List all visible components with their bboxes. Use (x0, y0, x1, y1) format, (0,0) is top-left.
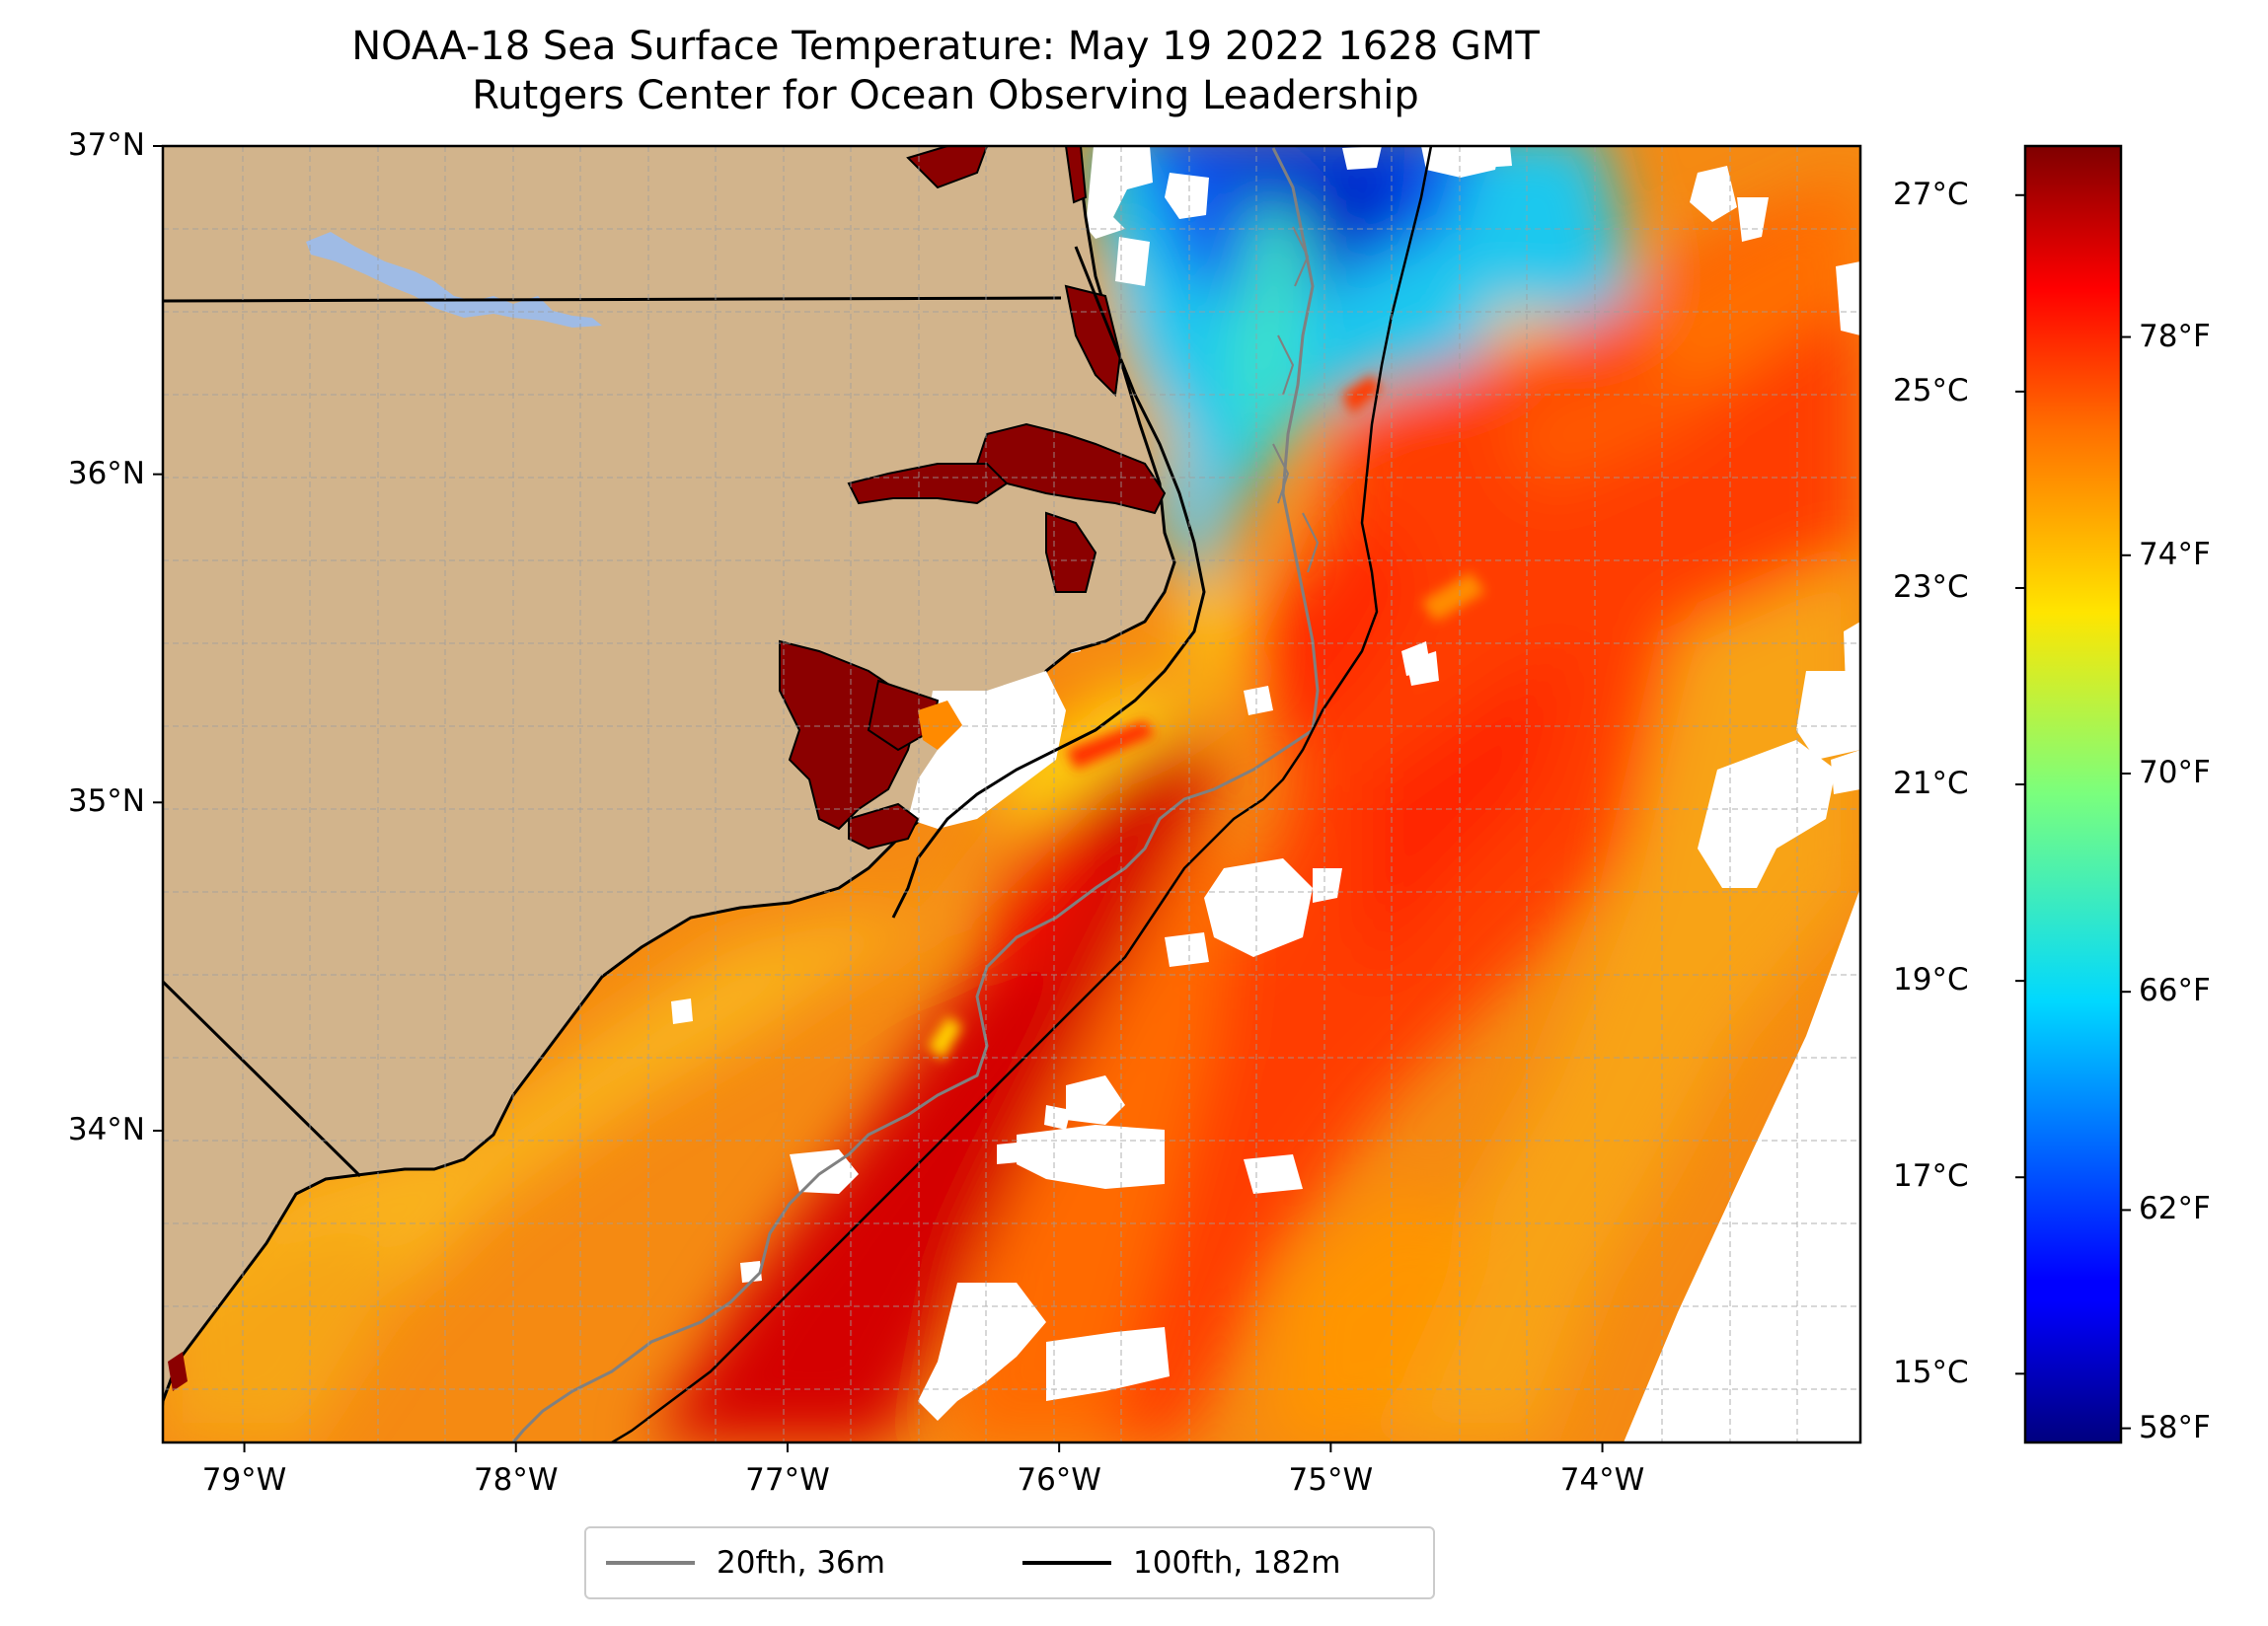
gridlines (163, 146, 1860, 1442)
legend: 20fth, 36m 100fth, 182m (584, 1526, 1435, 1599)
celsius-tick-label: 15°C (1893, 1355, 1969, 1391)
map-frame (161, 144, 1862, 1444)
lon-tick-label: 78°W (473, 1462, 559, 1498)
celsius-tick-label: 17°C (1893, 1158, 1969, 1195)
map-ticks (153, 145, 1604, 1452)
lat-tick-label: 37°N (67, 127, 145, 163)
celsius-tick-label: 23°C (1893, 568, 1969, 605)
celsius-tick-label: 21°C (1893, 766, 1969, 802)
lon-tick-label: 77°W (745, 1462, 830, 1498)
isobath-20fth (511, 147, 1320, 1442)
lat-tick-label: 36°N (67, 455, 145, 491)
celsius-tick-label: 27°C (1893, 176, 1969, 212)
lon-tick-label: 79°W (201, 1462, 287, 1498)
legend-item-100fth: 100fth, 182m (1022, 1528, 1340, 1597)
chart-title: NOAA-18 Sea Surface Temperature: May 19 … (0, 22, 1891, 120)
lon-tick-label: 74°W (1559, 1462, 1645, 1498)
isobath-20fth-islands (1272, 226, 1320, 573)
legend-line-20fth (606, 1561, 695, 1565)
sounds (168, 146, 1167, 1391)
colorbar-ticks (2015, 193, 2131, 1430)
celsius-tick-label: 19°C (1893, 962, 1969, 998)
fahrenheit-tick-label: 74°F (2139, 536, 2211, 572)
legend-item-20fth: 20fth, 36m (606, 1528, 885, 1597)
fahrenheit-tick-label: 58°F (2139, 1409, 2211, 1445)
title-line-2: Rutgers Center for Ocean Observing Leade… (472, 73, 1419, 118)
lake (306, 232, 602, 328)
lon-tick-label: 76°W (1017, 1462, 1101, 1498)
legend-label-100fth: 100fth, 182m (1133, 1545, 1341, 1581)
colorbar (2023, 144, 2123, 1444)
lat-tick-label: 34°N (67, 1111, 145, 1147)
legend-label-20fth: 20fth, 36m (717, 1545, 885, 1581)
state-border-va-nc (163, 296, 1062, 303)
celsius-tick-label: 25°C (1893, 372, 1969, 408)
lon-tick-label: 75°W (1288, 1462, 1374, 1498)
fahrenheit-tick-label: 62°F (2139, 1191, 2211, 1227)
title-line-1: NOAA-18 Sea Surface Temperature: May 19 … (351, 24, 1540, 69)
lat-tick-label: 35°N (67, 783, 145, 820)
fahrenheit-tick-label: 66°F (2139, 973, 2211, 1009)
fahrenheit-tick-label: 70°F (2139, 754, 2211, 790)
isobath-100fth (611, 146, 1433, 1442)
legend-line-100fth (1022, 1561, 1111, 1565)
map-area (163, 146, 1860, 1442)
state-border-nc-sc (163, 980, 362, 1178)
fahrenheit-tick-label: 78°F (2139, 318, 2211, 354)
